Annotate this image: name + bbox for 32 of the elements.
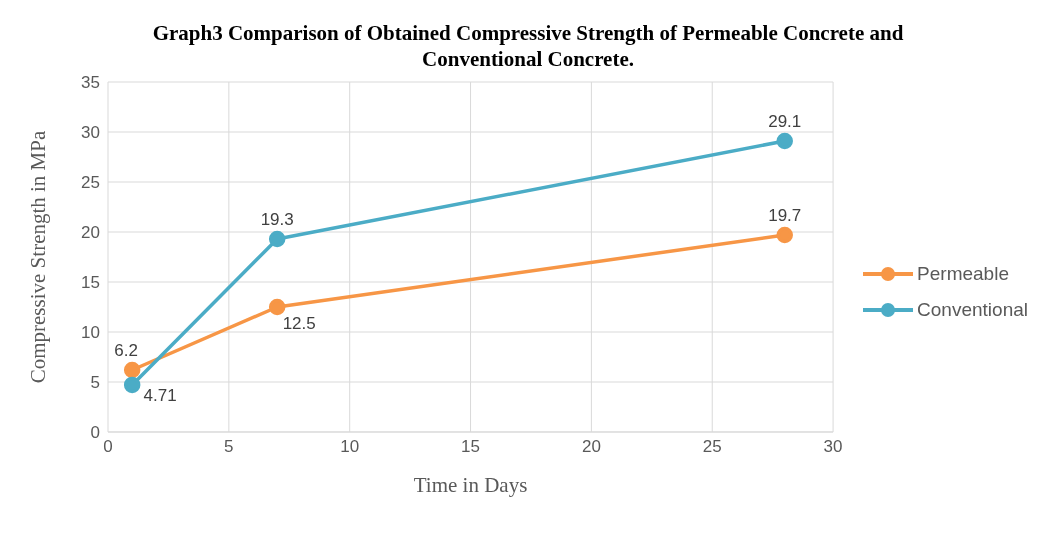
y-axis-title: Compressive Strength in MPa (26, 130, 51, 384)
point (123, 376, 141, 394)
y-tick-label: 25 (81, 173, 100, 193)
point (123, 361, 141, 379)
y-tick-label: 30 (81, 123, 100, 143)
legend-label: Permeable (917, 263, 1009, 285)
point (776, 226, 793, 244)
data-label: 29.1 (768, 112, 802, 131)
point (268, 230, 286, 248)
legend-label: Conventional (917, 299, 1028, 321)
point (776, 132, 793, 150)
x-tick-label: 5 (224, 437, 234, 457)
x-tick-label: 25 (702, 437, 722, 457)
y-tick-label: 35 (81, 73, 100, 93)
data-label: 12.5 (282, 314, 316, 333)
y-tick-label: 5 (90, 373, 100, 393)
chart-title: Graph3 Comparison of Obtained Compressive Strength of Permeable Concrete and Conventional Concrete. (151, 20, 905, 72)
x-tick-label: 20 (581, 437, 601, 457)
y-tick-label: 20 (81, 223, 100, 243)
x-tick-label: 10 (340, 437, 360, 457)
y-tick-label: 0 (90, 423, 100, 443)
x-tick-label: 30 (823, 437, 843, 457)
y-tick-label: 10 (81, 323, 100, 343)
data-label: 19.7 (768, 206, 802, 225)
data-label: 6.2 (114, 341, 138, 360)
x-axis-title: Time in Days (413, 473, 528, 497)
data-label: 4.71 (143, 385, 177, 405)
x-tick-label: 15 (461, 437, 480, 457)
x-tick-label: 0 (103, 437, 113, 457)
data-label: 19.3 (260, 210, 294, 229)
y-tick-label: 15 (81, 273, 100, 293)
point (268, 298, 286, 316)
